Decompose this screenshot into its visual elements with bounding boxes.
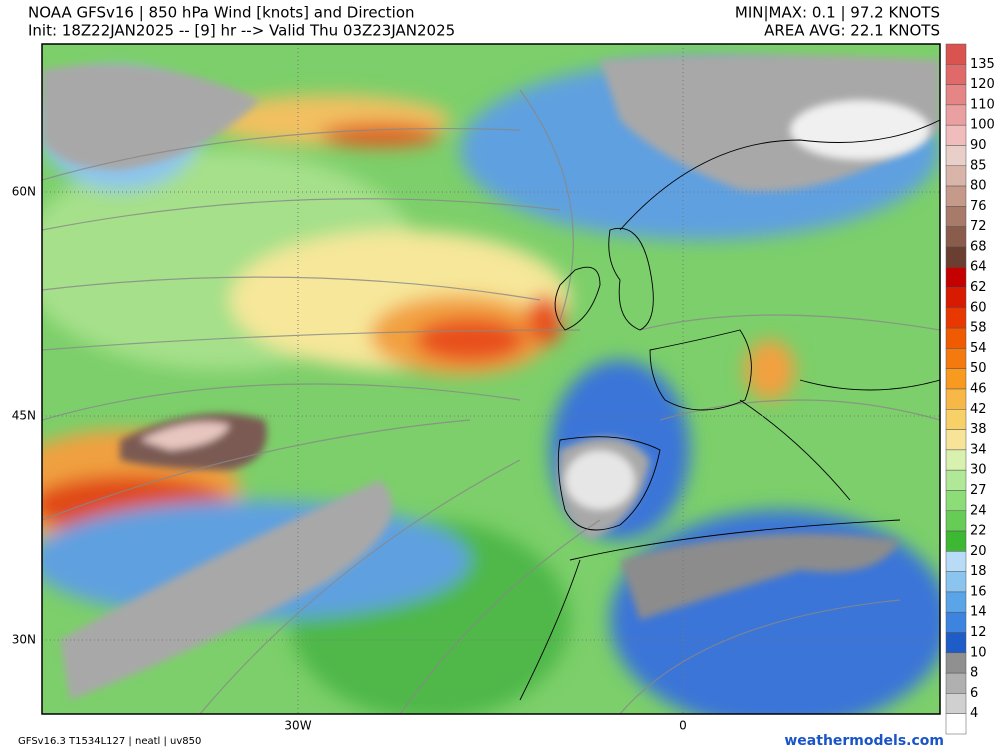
colorbar-cell: [945, 368, 967, 390]
colorbar-label: 12: [970, 625, 987, 640]
colorbar-label: 8: [970, 666, 978, 681]
colorbar-cell: [945, 43, 967, 65]
colorbar-label: 135: [970, 57, 995, 72]
colorbar-label: 80: [970, 179, 987, 194]
colorbar-cell: [945, 64, 967, 85]
colorbar-label: 68: [970, 239, 987, 254]
lat-labels: 60N 45N 30N: [12, 185, 36, 647]
colorbar-cell: [945, 246, 967, 268]
colorbar-label: 4: [970, 706, 978, 721]
model-info: GFSv16.3 T1534L127 | neatl | uv850: [18, 736, 201, 747]
colorbar-cell: [945, 84, 967, 106]
area-average: AREA AVG: 22.1 KNOTS: [764, 22, 940, 40]
map-frame: [41, 43, 941, 715]
colorbar-label: 60: [970, 300, 987, 315]
colorbar-cell: [945, 165, 967, 187]
colorbar-cell: [945, 469, 967, 491]
colorbar-cell: [945, 693, 967, 714]
colorbar-label: 22: [970, 524, 987, 539]
colorbar-cell: [945, 611, 967, 633]
colorbar-cell: [945, 145, 967, 167]
colorbar-cell: [945, 287, 967, 309]
colorbar-cell: [945, 206, 967, 227]
lon-label: 0: [679, 719, 687, 733]
colorbar-cell: [945, 551, 967, 572]
colorbar-label: 85: [970, 158, 987, 173]
title: NOAA GFSv16 | 850 hPa Wind [knots] and D…: [28, 4, 415, 22]
colorbar-label: 50: [970, 361, 987, 376]
colorbar-label: 14: [970, 605, 987, 620]
colorbar-label: 76: [970, 199, 987, 214]
lon-label: 30W: [284, 719, 311, 733]
subtitle: Init: 18Z22JAN2025 -- [9] hr --> Valid T…: [28, 22, 455, 40]
colorbar-cell: [945, 348, 967, 369]
colorbar-cell: [945, 124, 967, 146]
colorbar-label: 46: [970, 382, 987, 397]
colorbar-cell: [945, 571, 967, 593]
colorbar-label: 58: [970, 321, 987, 336]
min-max: MIN|MAX: 0.1 | 97.2 KNOTS: [735, 4, 940, 22]
colorbar-cell: [945, 490, 967, 512]
colorbar-cell: [945, 409, 967, 430]
colorbar-cell: [945, 591, 967, 613]
colorbar-cell: [945, 530, 967, 552]
colorbar-label: 20: [970, 544, 987, 559]
lat-label: 30N: [12, 633, 36, 647]
colorbar-label: 30: [970, 463, 987, 478]
colorbar-cell: [945, 266, 967, 288]
colorbar-label: 18: [970, 564, 987, 579]
colorbar-label: 90: [970, 138, 987, 153]
colorbar-label: 72: [970, 219, 987, 234]
colorbar-cell: [945, 388, 967, 410]
colorbar-label: 27: [970, 483, 987, 498]
colorbar-label: 100: [970, 118, 995, 133]
colorbar-label: 62: [970, 280, 987, 295]
colorbar-label: 10: [970, 645, 987, 660]
lat-label: 45N: [12, 409, 36, 423]
colorbar-cell: [945, 104, 967, 126]
colorbar-label: 6: [970, 686, 978, 701]
colorbar-label: 16: [970, 584, 987, 599]
colorbar-cell: [945, 510, 967, 532]
colorbar-label: 54: [970, 341, 987, 356]
site-name: weathermodels.com: [784, 733, 944, 749]
colorbar-label: 24: [970, 503, 987, 518]
colorbar-cell: [945, 307, 967, 329]
colorbar-cell: [945, 327, 967, 349]
colorbar-cell: [945, 672, 967, 694]
colorbar-cell: [945, 185, 967, 207]
colorbar-cell: [945, 226, 967, 248]
colorbar-label: 42: [970, 402, 987, 417]
colorbar-label: 120: [970, 77, 995, 92]
colorbar-cell: [945, 652, 967, 674]
colorbar-cell: [945, 632, 967, 654]
colorbar-label: 34: [970, 442, 987, 457]
colorbar-label: 110: [970, 97, 995, 112]
colorbar-cell: [945, 449, 967, 471]
colorbar-cell: [945, 429, 967, 451]
colorbar-cell: [945, 713, 967, 735]
colorbar-label: 38: [970, 422, 987, 437]
lat-label: 60N: [12, 185, 36, 199]
map-field: [42, 44, 940, 714]
colorbar-label: 64: [970, 260, 987, 275]
colorbar: 1351201101009085807672686462605854504642…: [945, 43, 995, 735]
